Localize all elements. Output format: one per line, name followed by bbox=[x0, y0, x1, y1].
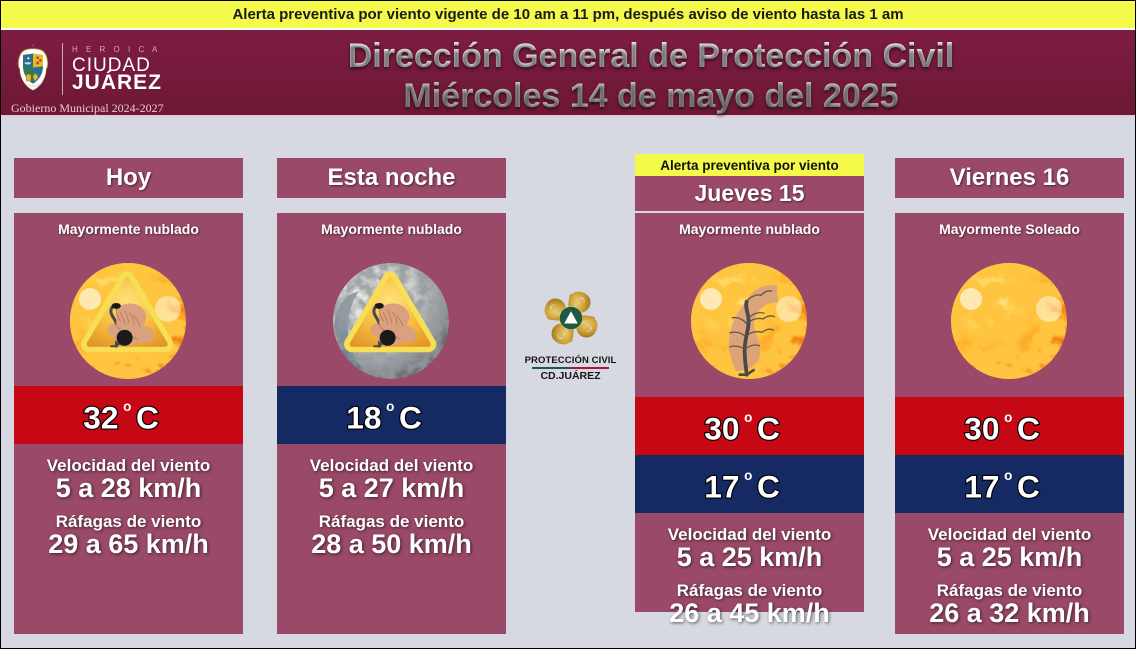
svg-text:o: o bbox=[123, 398, 131, 413]
svg-text:C: C bbox=[136, 399, 159, 435]
svg-text:C: C bbox=[757, 410, 780, 446]
svg-text:C: C bbox=[399, 399, 422, 435]
svg-text:32: 32 bbox=[83, 399, 118, 435]
svg-text:C: C bbox=[757, 468, 780, 504]
svg-text:17: 17 bbox=[704, 468, 739, 504]
svg-text:30: 30 bbox=[704, 410, 739, 446]
svg-text:C: C bbox=[1017, 410, 1040, 446]
svg-text:o: o bbox=[386, 398, 394, 413]
svg-text:o: o bbox=[744, 409, 752, 424]
svg-text:17: 17 bbox=[964, 468, 999, 504]
svg-text:o: o bbox=[1004, 409, 1012, 424]
svg-text:C: C bbox=[1017, 468, 1040, 504]
svg-text:o: o bbox=[744, 467, 752, 482]
svg-text:o: o bbox=[1004, 467, 1012, 482]
svg-text:30: 30 bbox=[964, 410, 999, 446]
svg-text:18: 18 bbox=[346, 399, 381, 435]
